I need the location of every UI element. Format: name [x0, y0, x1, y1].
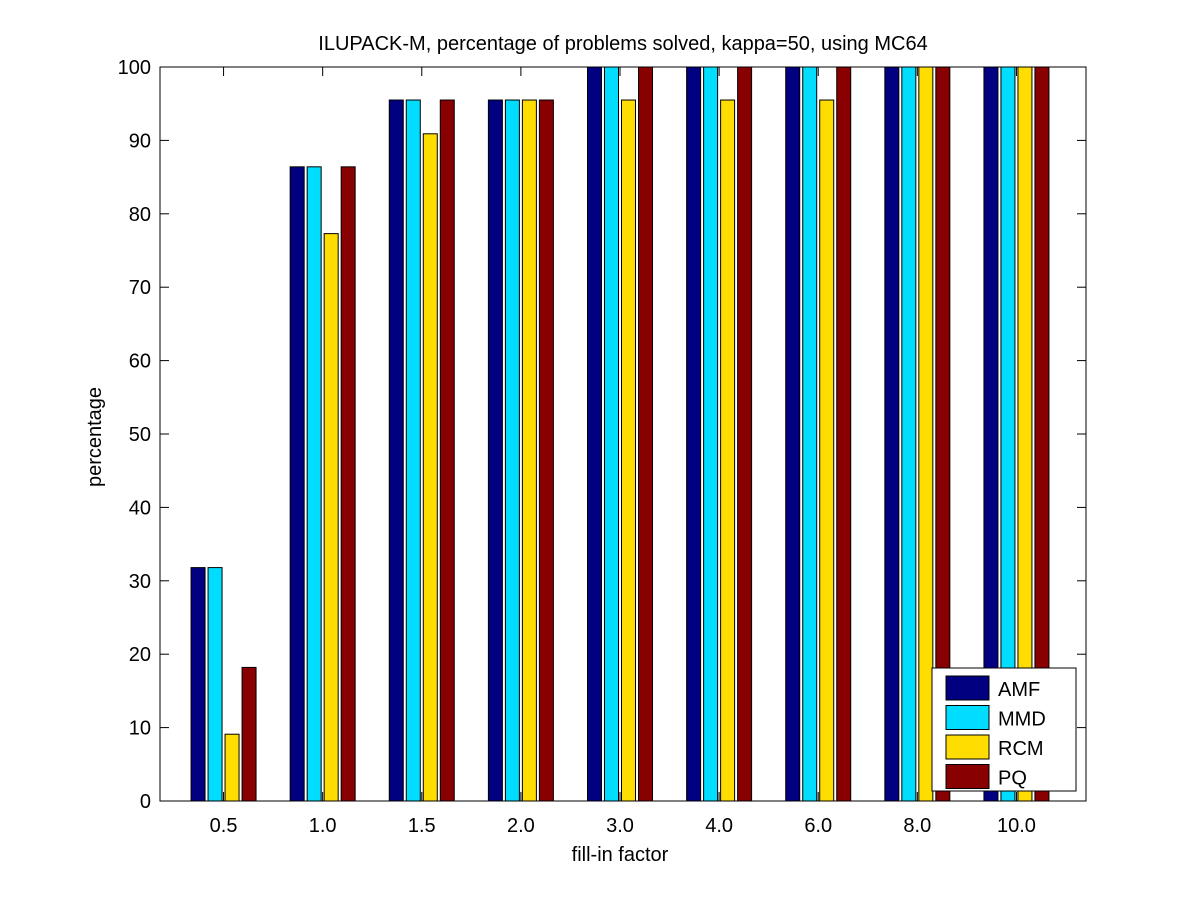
- bar-rcm-4.0: [720, 99, 736, 802]
- bar-pq-3.0: [638, 66, 653, 802]
- bar-mmd-2.0: [504, 99, 520, 802]
- y-tick-label: 100: [118, 57, 151, 79]
- bar-rcm-3.0: [621, 99, 636, 802]
- legend-swatch-pq: [945, 764, 990, 789]
- y-tick-label: 80: [129, 204, 151, 226]
- bar-amf-3.0: [587, 66, 602, 802]
- x-tick-label: 6.0: [804, 815, 832, 837]
- bar-mmd-3.0: [604, 66, 619, 802]
- bar-pq-1.5: [439, 99, 455, 802]
- y-tick-label: 20: [129, 644, 151, 666]
- bar-amf-4.0: [686, 66, 702, 802]
- bar-amf-0.5: [190, 567, 206, 802]
- y-tick-label: 40: [129, 497, 151, 519]
- y-tick-label: 30: [129, 571, 151, 593]
- bar-mmd-1.0: [306, 166, 322, 802]
- x-tick-label: 10.0: [997, 815, 1036, 837]
- bar-mmd-1.5: [405, 99, 421, 802]
- x-tick-label: 2.0: [507, 815, 535, 837]
- bar-amf-2.0: [487, 99, 503, 802]
- chart-title: ILUPACK-M, percentage of problems solved…: [318, 33, 927, 55]
- bar-amf-1.5: [388, 99, 404, 802]
- legend-label-rcm: RCM: [998, 738, 1044, 760]
- bar-pq-6.0: [836, 66, 852, 802]
- bar-rcm-0.5: [224, 733, 240, 802]
- bar-rcm-1.0: [323, 233, 339, 802]
- bar-amf-6.0: [785, 66, 801, 802]
- x-axis: 0.5 1.0 1.5 2.0 3.0 4.0 6.0 8.0 10.0: [210, 67, 1036, 837]
- legend-label-amf: AMF: [998, 679, 1040, 701]
- x-tick-label: 8.0: [903, 815, 931, 837]
- legend-swatch-amf: [945, 675, 990, 701]
- legend-label-pq: PQ: [998, 768, 1027, 790]
- legend-swatch-mmd: [945, 705, 990, 730]
- y-axis: 0 10 20 30 40 50 60 70 80 90 100: [118, 57, 1086, 813]
- bar-rcm-2.0: [521, 99, 537, 802]
- legend-swatch-rcm: [945, 734, 990, 760]
- y-tick-label: 10: [129, 718, 151, 740]
- legend-label-mmd: MMD: [998, 709, 1046, 731]
- y-tick-label: 0: [140, 791, 151, 813]
- bar-rcm-6.0: [819, 99, 835, 802]
- bar-rcm-8.0: [918, 66, 934, 802]
- y-tick-label: 60: [129, 351, 151, 373]
- legend: AMF MMD RCM PQ: [931, 667, 1077, 792]
- y-tick-label: 90: [129, 130, 151, 152]
- bar-mmd-4.0: [703, 66, 719, 802]
- x-tick-label: 1.0: [309, 815, 337, 837]
- bar-rcm-1.5: [422, 133, 438, 802]
- bar-mmd-8.0: [901, 66, 917, 802]
- x-tick-label: 3.0: [606, 815, 634, 837]
- bar-amf-1.0: [289, 166, 305, 802]
- bar-mmd-0.5: [207, 567, 223, 802]
- y-tick-label: 50: [129, 424, 151, 446]
- x-axis-label: fill-in factor: [572, 844, 669, 866]
- x-tick-label: 0.5: [210, 815, 238, 837]
- bar-pq-2.0: [538, 99, 554, 802]
- bar-amf-8.0: [884, 66, 900, 802]
- y-tick-label: 70: [129, 277, 151, 299]
- y-axis-label: percentage: [84, 387, 106, 487]
- bar-mmd-6.0: [802, 66, 818, 802]
- x-tick-label: 1.5: [408, 815, 436, 837]
- bar-pq-0.5: [241, 666, 257, 802]
- x-tick-label: 4.0: [705, 815, 733, 837]
- bar-pq-1.0: [340, 166, 356, 802]
- bar-pq-4.0: [737, 66, 753, 802]
- bars-layer: [190, 66, 1050, 802]
